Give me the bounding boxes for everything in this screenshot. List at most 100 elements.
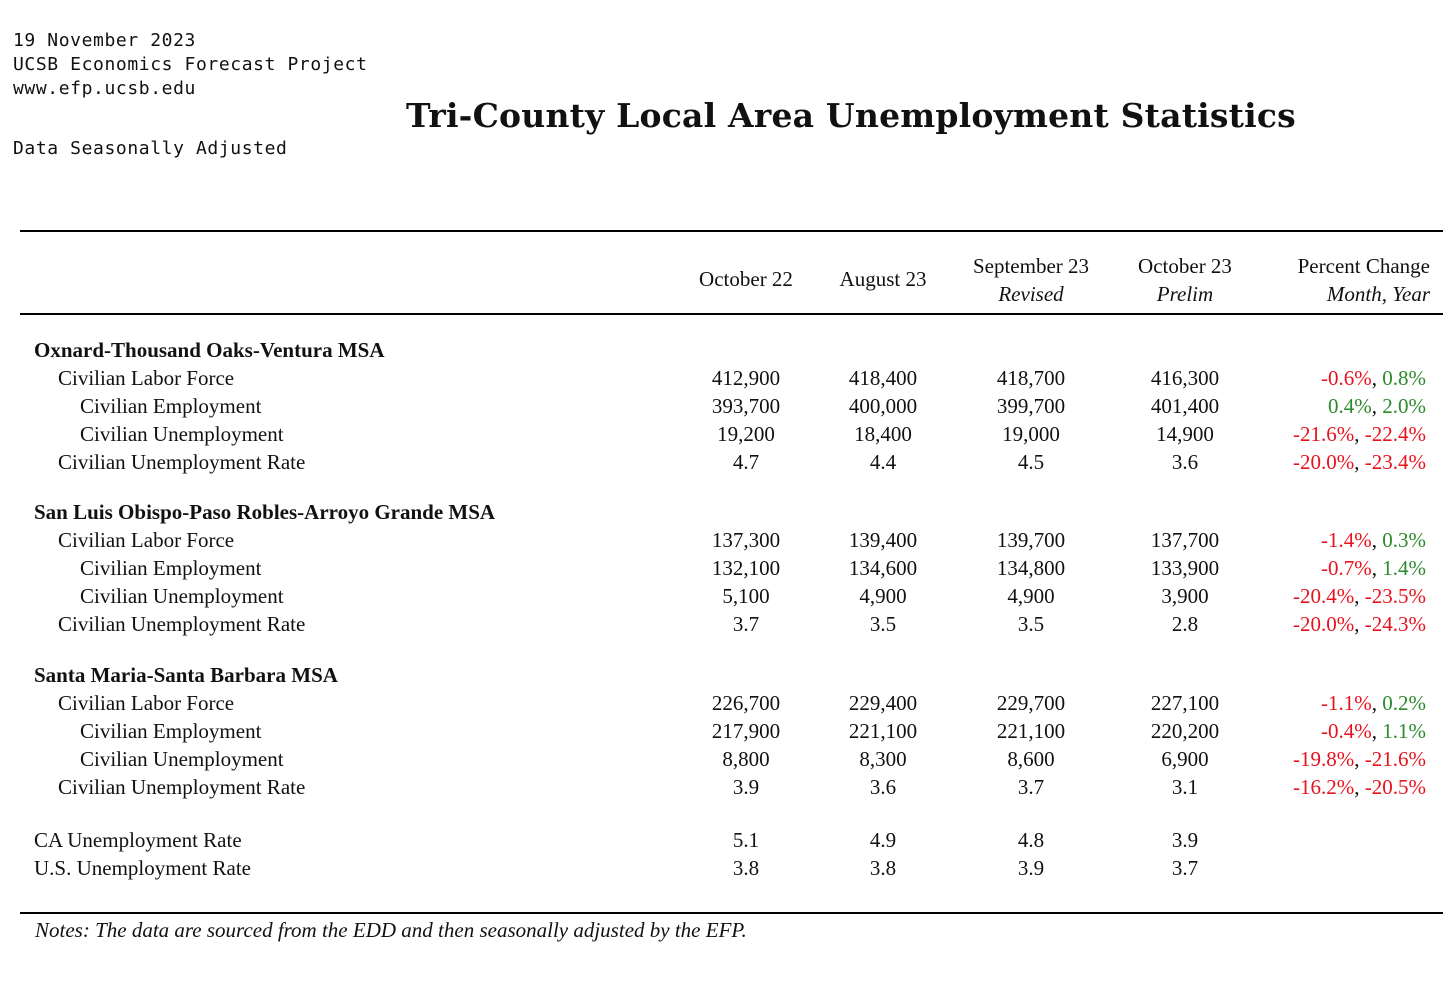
year-change: 1.1% — [1382, 719, 1426, 743]
table-cell: 3,900 — [1161, 584, 1209, 608]
table-cell: 134,800 — [996, 556, 1066, 580]
percent-change-cell: -20.4%, -23.5% — [1186, 582, 1426, 610]
month-change: -20.4% — [1293, 584, 1355, 608]
header-rule — [20, 313, 1443, 315]
row-label: Civilian Unemployment Rate — [58, 450, 306, 474]
table-cell: 399,700 — [996, 394, 1066, 418]
table-cell: 3.9 — [732, 775, 760, 799]
percent-change-cell: -21.6%, -22.4% — [1186, 420, 1426, 448]
bottom-rule — [20, 912, 1443, 914]
year-change: -23.4% — [1364, 450, 1426, 474]
percent-change-cell: -0.7%, 1.4% — [1186, 554, 1426, 582]
month-change: -0.6% — [1321, 366, 1372, 390]
row-label: Civilian Employment — [80, 556, 262, 580]
column-header: October 23 — [1138, 254, 1232, 278]
percent-change-cell: -1.1%, 0.2% — [1186, 689, 1426, 717]
month-change: -0.7% — [1321, 556, 1372, 580]
adjustment-note: Data Seasonally Adjusted — [13, 138, 288, 159]
group-heading: Santa Maria-Santa Barbara MSA — [34, 663, 338, 687]
separator: , — [1371, 719, 1383, 743]
separator: , — [1371, 528, 1383, 552]
table-cell: 139,400 — [848, 528, 918, 552]
percent-change-cell: -0.4%, 1.1% — [1186, 717, 1426, 745]
column-subheader: Revised — [998, 282, 1064, 306]
table-cell: 18,400 — [854, 422, 912, 446]
table-cell: 19,200 — [717, 422, 775, 446]
percent-change-cell: -16.2%, -20.5% — [1186, 773, 1426, 801]
year-change: 1.4% — [1382, 556, 1426, 580]
separator: , — [1371, 394, 1383, 418]
table-cell: 139,700 — [996, 528, 1066, 552]
separator: , — [1354, 584, 1365, 608]
table-cell: 229,700 — [996, 691, 1066, 715]
table-cell: 4.9 — [869, 828, 897, 852]
year-change: 0.3% — [1382, 528, 1426, 552]
table-cell: 393,700 — [711, 394, 781, 418]
table-cell: 221,100 — [848, 719, 918, 743]
row-label: Civilian Employment — [80, 394, 262, 418]
table-cell: 3.8 — [732, 856, 760, 880]
year-change: 0.2% — [1382, 691, 1426, 715]
table-cell: 3.8 — [869, 856, 897, 880]
year-change: -22.4% — [1364, 422, 1426, 446]
org-url: www.efp.ucsb.edu — [13, 78, 196, 99]
row-label: Civilian Labor Force — [58, 366, 235, 390]
year-change: -23.5% — [1364, 584, 1426, 608]
column-header: September 23 — [972, 254, 1090, 278]
table-cell: 5,100 — [722, 584, 770, 608]
month-change: -16.2% — [1293, 775, 1355, 799]
table-cell: 8,600 — [1007, 747, 1055, 771]
notes: Notes: The data are sourced from the EDD… — [35, 918, 747, 942]
column-header: August 23 — [839, 267, 927, 291]
month-change: -0.4% — [1321, 719, 1372, 743]
table-cell: 2.8 — [1171, 612, 1199, 636]
page-title: Tri-County Local Area Unemployment Stati… — [406, 96, 1296, 135]
table-cell: 4,900 — [859, 584, 907, 608]
table-cell: 217,900 — [711, 719, 781, 743]
table-cell: 3.1 — [1171, 775, 1199, 799]
table-cell: 4.8 — [1017, 828, 1045, 852]
table-cell: 4.7 — [732, 450, 760, 474]
table-cell: 3.7 — [732, 612, 760, 636]
table-cell: 3.7 — [1171, 856, 1199, 880]
row-label: Civilian Labor Force — [58, 528, 235, 552]
separator: , — [1354, 450, 1365, 474]
row-label: Civilian Employment — [80, 719, 262, 743]
row-label: Civilian Unemployment — [80, 747, 284, 771]
table-cell: 400,000 — [848, 394, 918, 418]
table-cell: 221,100 — [996, 719, 1066, 743]
month-change: -20.0% — [1293, 450, 1355, 474]
table-cell: 3.6 — [869, 775, 897, 799]
table-cell: 3.7 — [1017, 775, 1045, 799]
group-heading: San Luis Obispo-Paso Robles-Arroyo Grand… — [34, 500, 496, 524]
table-cell: 3.6 — [1171, 450, 1199, 474]
total-row-label: CA Unemployment Rate — [34, 828, 242, 852]
table-cell: 226,700 — [711, 691, 781, 715]
year-change: 0.8% — [1382, 366, 1426, 390]
separator: , — [1354, 612, 1365, 636]
separator: , — [1371, 366, 1383, 390]
table-cell: 137,700 — [1150, 528, 1220, 552]
month-change: -1.1% — [1321, 691, 1372, 715]
column-header: October 22 — [699, 267, 793, 291]
separator: , — [1354, 775, 1365, 799]
table-cell: 416,300 — [1150, 366, 1220, 390]
percent-change-cell: -19.8%, -21.6% — [1186, 745, 1426, 773]
table-cell: 3.5 — [869, 612, 897, 636]
table-cell: 3.5 — [1017, 612, 1045, 636]
column-subheader: Month, Year — [1326, 282, 1430, 306]
org-name: UCSB Economics Forecast Project — [13, 54, 368, 75]
year-change: -24.3% — [1364, 612, 1426, 636]
separator: , — [1354, 747, 1365, 771]
column-subheader: Prelim — [1156, 282, 1214, 306]
row-label: Civilian Unemployment Rate — [58, 775, 306, 799]
table-cell: 132,100 — [711, 556, 781, 580]
table-cell: 8,800 — [722, 747, 770, 771]
month-change: -19.8% — [1293, 747, 1355, 771]
group-heading: Oxnard-Thousand Oaks-Ventura MSA — [34, 338, 385, 362]
table-cell: 5.1 — [732, 828, 760, 852]
month-change: -21.6% — [1293, 422, 1355, 446]
percent-change-cell: -0.6%, 0.8% — [1186, 364, 1426, 392]
table-cell: 6,900 — [1161, 747, 1209, 771]
month-change: -20.0% — [1293, 612, 1355, 636]
